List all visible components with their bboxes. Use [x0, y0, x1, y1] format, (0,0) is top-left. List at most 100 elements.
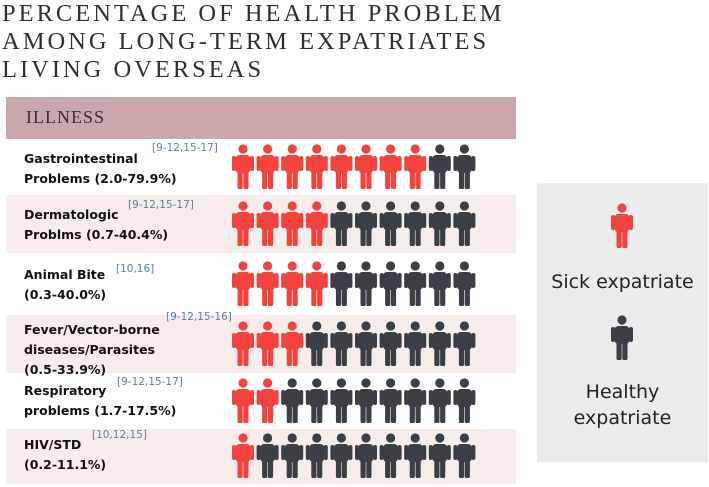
icon-row — [232, 378, 476, 423]
row-label: Fever/Vector-borne diseases/Parasites (0… — [24, 320, 160, 380]
chart-title: PERCENTAGE OF HEALTH PROBLEM AMONG LONG-… — [2, 0, 504, 84]
row-label-line: (0.2-11.1%) — [24, 457, 107, 472]
sick-person-icon — [232, 433, 254, 478]
sick-person-icon — [611, 203, 633, 248]
healthy-person-icon — [379, 321, 402, 366]
healthy-person-icon — [305, 433, 328, 478]
row-label-line: HIV/STD — [24, 437, 82, 452]
row-label-line: (0.5-33.9%) — [24, 362, 107, 377]
healthy-person-icon — [281, 378, 304, 423]
healthy-person-icon — [428, 144, 451, 189]
healthy-person-icon — [428, 433, 451, 478]
healthy-person-icon — [379, 261, 402, 306]
illness-header: ILLNESS — [6, 97, 516, 139]
healthy-person-icon — [281, 433, 304, 478]
healthy-person-icon — [453, 261, 476, 306]
healthy-person-icon — [453, 321, 476, 366]
healthy-person-icon — [379, 201, 402, 246]
row-label-line: Fever/Vector-borne — [24, 322, 160, 337]
healthy-person-icon — [453, 144, 476, 189]
reference-citation: [9-12,15-17] — [117, 376, 183, 388]
illness-row-fever-vector-borne: Fever/Vector-borne diseases/Parasites (0… — [6, 311, 516, 377]
row-label: Respiratory problems (1.7-17.5%) — [24, 381, 176, 421]
healthy-person-icon — [330, 433, 353, 478]
legend-sick-label: Sick expatriate — [551, 271, 694, 293]
sick-person-icon — [256, 321, 279, 366]
healthy-person-icon — [404, 201, 427, 246]
row-label-line: problems (1.7-17.5%) — [24, 403, 177, 418]
row-label-line: Dermatologic — [24, 207, 119, 222]
sick-person-icon — [232, 261, 254, 306]
healthy-person-icon — [305, 321, 328, 366]
icon-row — [232, 261, 476, 306]
row-label-line: Problems (2.0-79.9%) — [24, 171, 177, 186]
healthy-person-icon — [404, 433, 427, 478]
icon-row — [232, 201, 476, 246]
row-label-line: Animal Bite — [24, 267, 106, 282]
healthy-person-icon — [428, 201, 451, 246]
legend: Sick expatriate Healthy expatriate — [537, 183, 708, 462]
healthy-person-icon — [379, 433, 402, 478]
row-label-line: Problms (0.7-40.4%) — [24, 227, 169, 242]
sick-person-icon — [281, 144, 304, 189]
sick-person-icon — [305, 144, 328, 189]
sick-person-icon — [305, 261, 328, 306]
healthy-person-icon — [428, 378, 451, 423]
healthy-person-icon — [330, 201, 353, 246]
healthy-person-icon — [355, 261, 377, 306]
healthy-person-icon — [404, 378, 427, 423]
healthy-person-icon — [355, 433, 377, 478]
illness-row-animal-bite: Animal Bite (0.3-40.0%) [10,16] — [6, 256, 516, 312]
legend-healthy-line: expatriate — [573, 407, 672, 429]
row-label: Animal Bite (0.3-40.0%) — [24, 265, 106, 305]
row-label: Dermatologic Problms (0.7-40.4%) — [24, 205, 168, 245]
row-label-line: (0.3-40.0%) — [24, 287, 107, 302]
illness-row-dermatologic: Dermatologic Problms (0.7-40.4%) [9-12,1… — [6, 195, 516, 253]
healthy-person-icon — [428, 261, 451, 306]
icon-row — [232, 144, 476, 189]
healthy-person-icon — [330, 378, 353, 423]
title-line: AMONG LONG-TERM EXPATRIATES — [2, 28, 490, 55]
healthy-person-icon — [453, 201, 476, 246]
reference-citation: [10,16] — [116, 263, 155, 275]
sick-person-icon — [305, 201, 328, 246]
healthy-person-icon — [379, 378, 402, 423]
row-label-line: Gastrointestinal — [24, 151, 138, 166]
healthy-person-icon — [330, 261, 353, 306]
healthy-person-icon — [453, 378, 476, 423]
sick-person-icon — [355, 144, 377, 189]
healthy-person-icon — [428, 321, 451, 366]
row-label-line: Respiratory — [24, 383, 107, 398]
icon-row — [232, 321, 476, 366]
healthy-person-icon — [355, 321, 377, 366]
reference-citation: [9-12,15-17] — [128, 199, 194, 211]
healthy-person-icon — [404, 261, 427, 306]
healthy-person-icon — [305, 378, 328, 423]
reference-citation: [9-12,15-16] — [166, 311, 232, 323]
healthy-person-icon — [355, 201, 377, 246]
sick-person-icon — [232, 201, 254, 246]
illness-header-label: ILLNESS — [26, 107, 105, 127]
reference-citation: [9-12,15-17] — [152, 142, 218, 154]
sick-person-icon — [256, 261, 279, 306]
row-label: HIV/STD (0.2-11.1%) — [24, 435, 106, 475]
illness-row-respiratory: Respiratory problems (1.7-17.5%) [9-12,1… — [6, 376, 516, 426]
healthy-person-icon — [355, 378, 377, 423]
row-label-line: diseases/Parasites — [24, 342, 155, 357]
legend-healthy-line: Healthy — [585, 381, 660, 403]
sick-person-icon — [330, 144, 353, 189]
icon-row — [232, 433, 476, 478]
row-label: Gastrointestinal Problems (2.0-79.9%) — [24, 149, 177, 189]
sick-person-icon — [256, 378, 279, 423]
sick-person-icon — [281, 261, 304, 306]
illness-row-hiv-std: HIV/STD (0.2-11.1%) [10,12,15] — [6, 429, 516, 484]
reference-citation: [10,12,15] — [92, 429, 147, 441]
healthy-person-icon — [404, 321, 427, 366]
title-line: LIVING OVERSEAS — [2, 56, 265, 83]
healthy-person-icon — [256, 433, 279, 478]
sick-person-icon — [256, 144, 279, 189]
healthy-person-icon — [611, 315, 633, 360]
sick-person-icon — [232, 144, 254, 189]
illness-row-gastrointestinal: Gastrointestinal Problems (2.0-79.9%) [9… — [6, 142, 516, 192]
legend-healthy-label: Healthy expatriate — [537, 379, 708, 431]
